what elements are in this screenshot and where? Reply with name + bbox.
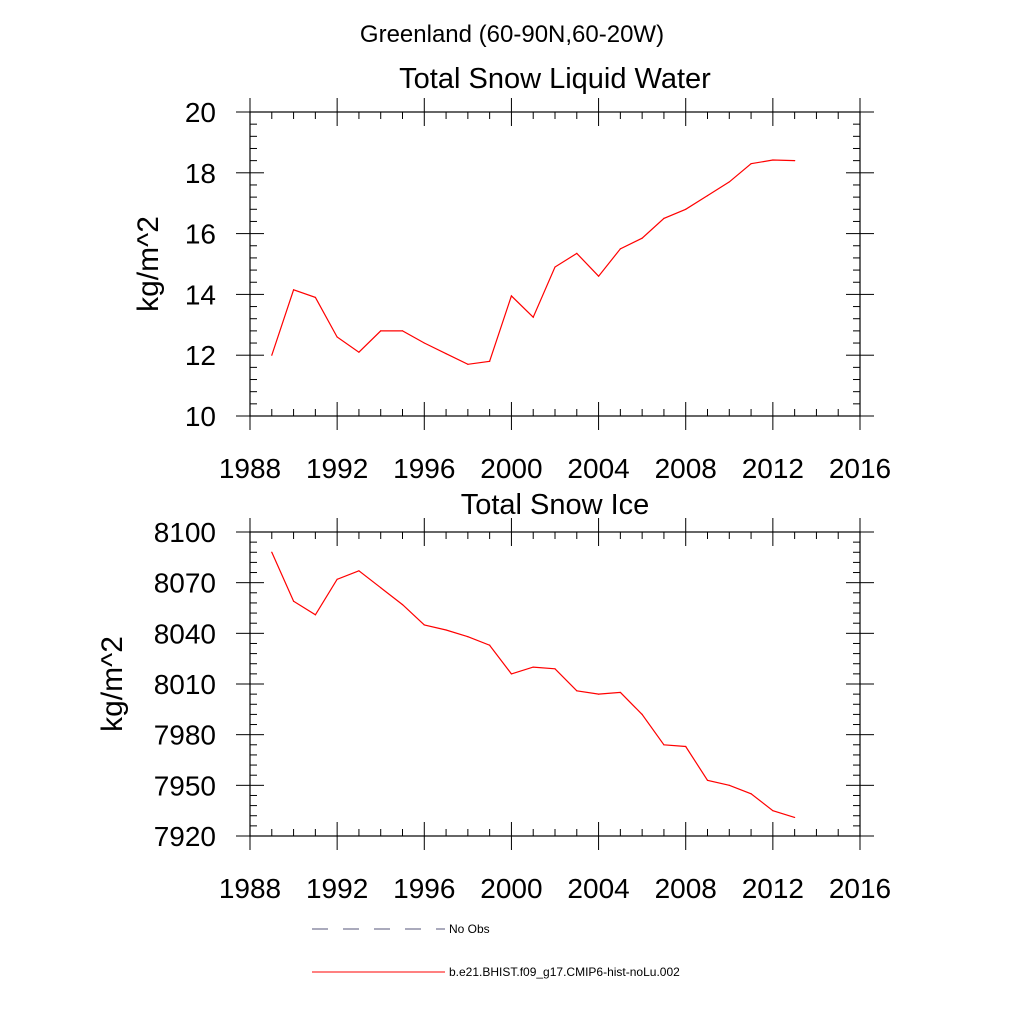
data-point: [271, 354, 273, 356]
data-point: [314, 296, 316, 299]
y-axis-label: kg/m^2: [96, 636, 129, 732]
data-point: [794, 816, 796, 819]
x-tick-label: 2004: [567, 453, 629, 484]
y-tick-label: 14: [185, 279, 216, 310]
data-point: [794, 160, 796, 162]
chart-title: Total Snow Liquid Water: [399, 63, 711, 95]
y-tick-label: 16: [185, 219, 216, 250]
data-point: [597, 693, 600, 695]
x-tick-label: 1996: [393, 873, 455, 904]
data-point: [336, 336, 338, 338]
data-point: [358, 351, 360, 353]
data-point: [292, 289, 295, 291]
y-tick-label: 20: [185, 97, 216, 128]
data-point: [706, 195, 709, 197]
data-point: [772, 159, 774, 161]
data-point: [358, 570, 360, 572]
data-point: [423, 624, 425, 626]
data-point: [532, 666, 534, 668]
data-point: [510, 295, 513, 297]
data-point: [685, 745, 687, 748]
data-point: [750, 793, 752, 795]
y-axis-label: kg/m^2: [132, 216, 165, 312]
data-point: [554, 668, 556, 670]
data-point: [445, 353, 447, 355]
legend-label: b.e21.BHIST.f09_g17.CMIP6-hist-noLu.002: [449, 965, 680, 979]
data-point: [510, 673, 513, 675]
data-point: [641, 713, 643, 716]
series-line: [271, 552, 795, 818]
data-point: [750, 163, 752, 165]
data-point: [663, 744, 665, 746]
chart-panel-1: Total Snow Liquid Water 1988 1992 1996 2000 2…: [132, 63, 891, 484]
x-tick-label: 1996: [393, 453, 455, 484]
data-point: [663, 217, 665, 219]
x-tick-label: 2016: [829, 453, 891, 484]
data-point: [445, 629, 447, 631]
x-tick-label: 1988: [219, 873, 281, 904]
data-point: [467, 636, 469, 638]
x-tick-label: 1992: [306, 873, 368, 904]
y-tick-label: 8100: [154, 517, 216, 548]
chart-panels: Total Snow Liquid Water 1988 1992 1996 2000 2…: [96, 63, 891, 904]
x-tick-label: 2008: [655, 453, 717, 484]
legend-item: No Obs: [312, 922, 490, 936]
x-tick-label: 1988: [219, 453, 281, 484]
data-point: [401, 330, 404, 332]
y-tick-label: 8010: [154, 669, 216, 700]
data-point: [619, 248, 621, 250]
x-tick-label: 2016: [829, 873, 891, 904]
data-point: [314, 614, 316, 616]
x-tick-label: 2012: [742, 453, 804, 484]
legend-label: No Obs: [449, 922, 490, 936]
y-tick-label: 8070: [154, 568, 216, 599]
data-point: [728, 181, 730, 183]
y-tick-label: 18: [185, 158, 216, 189]
data-point: [728, 784, 730, 786]
data-point: [597, 275, 600, 277]
x-tick-label: 2000: [480, 453, 542, 484]
y-tick-label: 10: [185, 401, 216, 432]
data-point: [292, 600, 295, 602]
y-tick-label: 8040: [154, 618, 216, 649]
chart-title: Total Snow Ice: [461, 489, 650, 521]
data-point: [576, 690, 578, 692]
plot-frame: [249, 111, 861, 417]
figure-title: Greenland (60-90N,60-20W): [360, 21, 664, 48]
legend: No Obs b.e21.BHIST.f09_g17.CMIP6-hist-noL…: [312, 922, 680, 979]
data-point: [619, 691, 621, 694]
y-tick-label: 7920: [154, 821, 216, 852]
data-point: [489, 360, 491, 362]
data-point: [489, 644, 491, 646]
data-point: [576, 252, 578, 254]
chart-panel-2: Total Snow Ice 1988 1992 1996 2000 2004 2008 20…: [96, 489, 891, 904]
data-point: [772, 810, 774, 812]
series-line: [271, 159, 795, 365]
x-tick-label: 1992: [306, 453, 368, 484]
data-point: [380, 330, 382, 332]
data-point: [467, 363, 469, 365]
y-tick-label: 7950: [154, 770, 216, 801]
x-tick-label: 2012: [742, 873, 804, 904]
data-point: [423, 342, 425, 344]
x-tick-label: 2004: [567, 873, 629, 904]
data-point: [641, 237, 643, 239]
data-point: [532, 316, 534, 318]
y-tick-label: 7980: [154, 720, 216, 751]
y-tick-label: 12: [185, 340, 216, 371]
data-point: [271, 551, 273, 553]
data-point: [380, 587, 382, 589]
data-point: [336, 578, 338, 580]
data-point: [554, 266, 556, 268]
data-point: [706, 779, 709, 781]
data-point: [401, 604, 404, 606]
legend-item: b.e21.BHIST.f09_g17.CMIP6-hist-noLu.002: [312, 965, 680, 979]
data-point: [685, 208, 687, 210]
x-tick-label: 2000: [480, 873, 542, 904]
x-tick-label: 2008: [655, 873, 717, 904]
